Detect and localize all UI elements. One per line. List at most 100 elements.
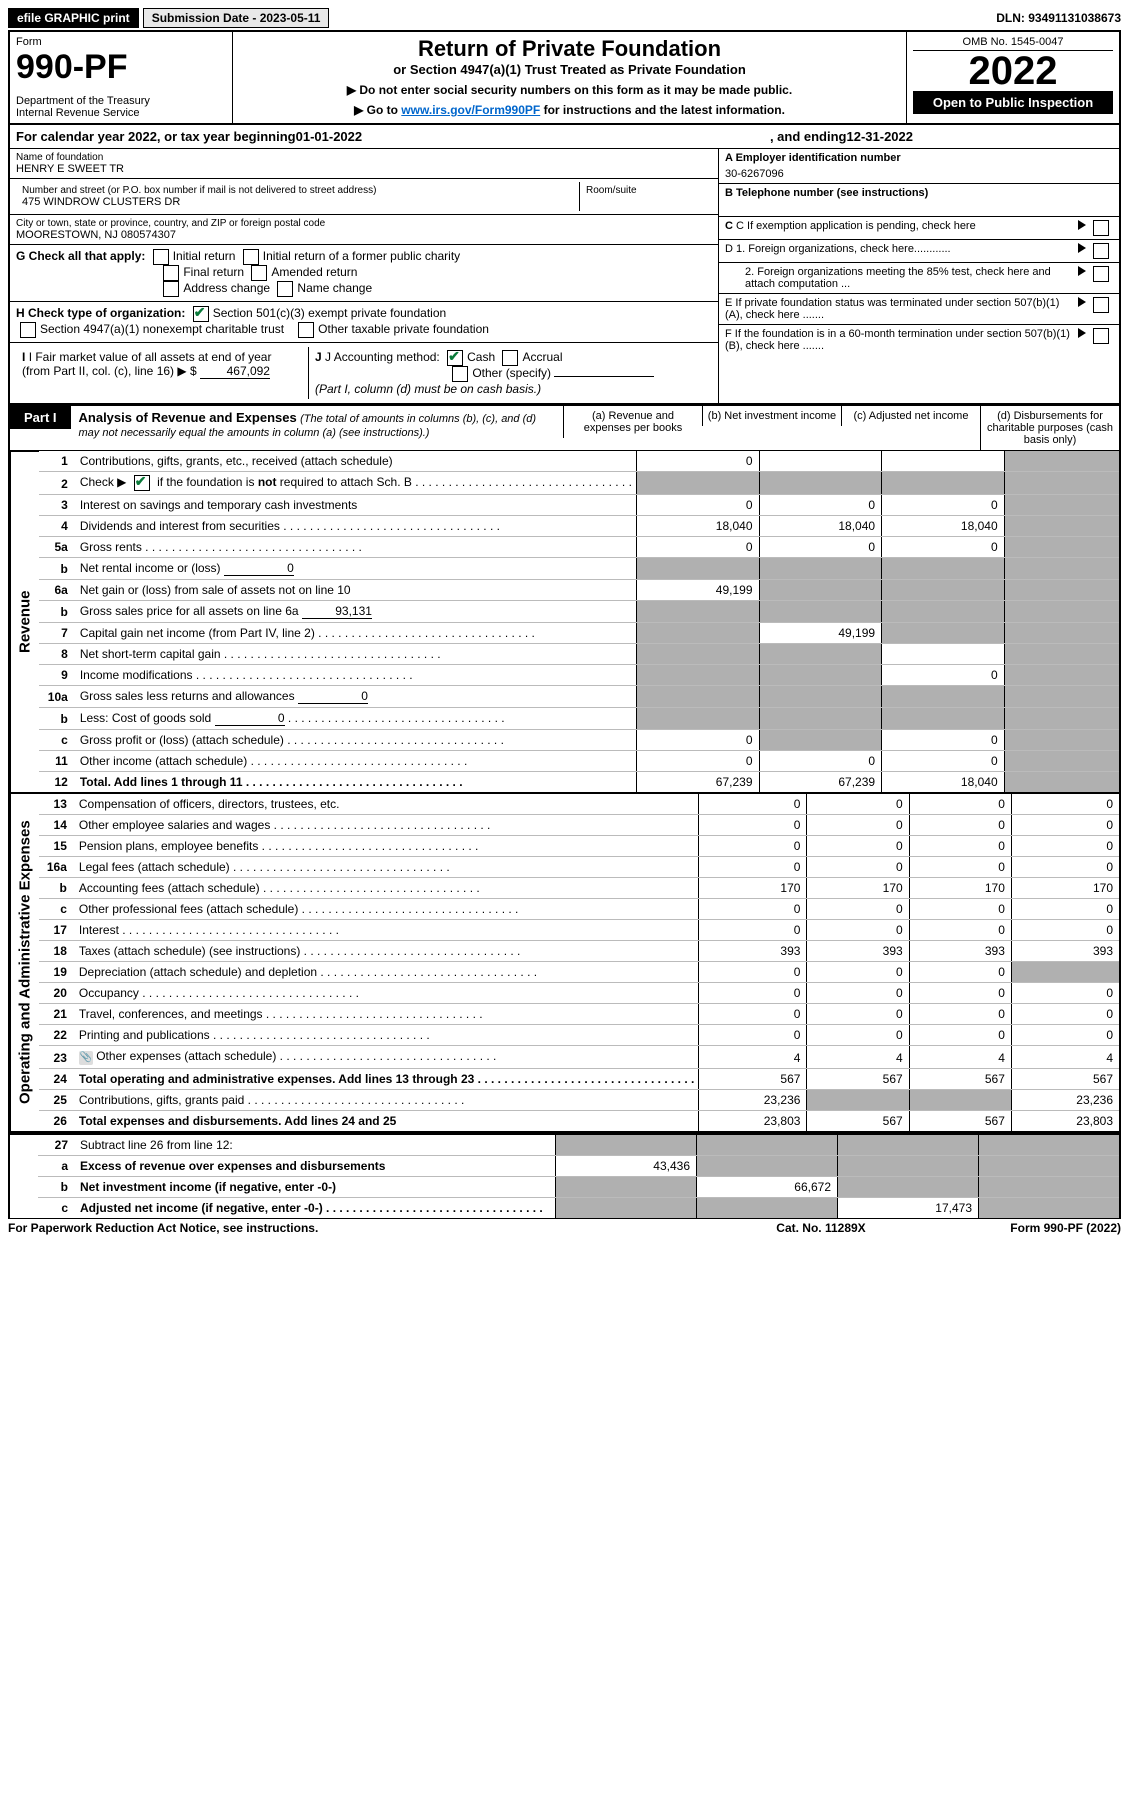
cell-b xyxy=(697,1135,838,1156)
line-desc: Net short-term capital gain xyxy=(76,644,637,665)
table-row: 22Printing and publications0000 xyxy=(39,1025,1119,1046)
line-number: 6a xyxy=(39,580,76,601)
table-row: 4Dividends and interest from securities1… xyxy=(39,516,1119,537)
checkbox-4947[interactable] xyxy=(20,322,36,338)
cell-d xyxy=(1004,708,1119,730)
revenue-side-label: Revenue xyxy=(10,451,39,792)
line-number: 7 xyxy=(39,623,76,644)
cell-a: 0 xyxy=(699,1004,807,1025)
attachment-icon[interactable]: 📎 xyxy=(79,1051,93,1065)
checkbox-amended-return[interactable] xyxy=(251,265,267,281)
table-row: 12Total. Add lines 1 through 1167,23967,… xyxy=(39,772,1119,793)
line-number: 13 xyxy=(39,794,75,815)
cell-c xyxy=(838,1156,979,1177)
line-desc: Legal fees (attach schedule) xyxy=(75,857,699,878)
j-note: (Part I, column (d) must be on cash basi… xyxy=(315,382,541,396)
line-desc: Total. Add lines 1 through 11 xyxy=(76,772,637,793)
line-number: 27 xyxy=(38,1135,76,1156)
cell-c: 0 xyxy=(909,1025,1011,1046)
cell-c: 567 xyxy=(909,1111,1011,1132)
checkbox-initial-former[interactable] xyxy=(243,249,259,265)
checkbox-initial-return[interactable] xyxy=(153,249,169,265)
cell-a: 0 xyxy=(636,451,759,472)
line-desc: Depreciation (attach schedule) and deple… xyxy=(75,962,699,983)
irs-link[interactable]: www.irs.gov/Form990PF xyxy=(401,103,540,117)
dln-label: DLN: 93491131038673 xyxy=(996,11,1121,25)
line-number: 3 xyxy=(39,495,76,516)
table-row: 16aLegal fees (attach schedule)0000 xyxy=(39,857,1119,878)
bottom-table: 27Subtract line 26 from line 12:aExcess … xyxy=(38,1135,1119,1218)
d1-row: D 1. Foreign organizations, check here..… xyxy=(719,240,1119,263)
footer-left: For Paperwork Reduction Act Notice, see … xyxy=(8,1221,721,1235)
opt-address: Address change xyxy=(183,281,270,295)
table-row: 20Occupancy0000 xyxy=(39,983,1119,1004)
checkbox-e[interactable] xyxy=(1093,297,1109,313)
cell-a: 0 xyxy=(699,899,807,920)
header-left: Form 990-PF Department of the Treasury I… xyxy=(10,32,233,123)
cell-d xyxy=(1004,558,1119,580)
checkbox-other-method[interactable] xyxy=(452,366,468,382)
cell-a xyxy=(636,623,759,644)
cell-d: 0 xyxy=(1011,815,1119,836)
line-desc: Less: Cost of goods sold 0 xyxy=(76,708,637,730)
cell-d xyxy=(1004,772,1119,793)
cell-d: 23,803 xyxy=(1011,1111,1119,1132)
footer-right: Form 990-PF (2022) xyxy=(921,1221,1121,1235)
line-desc: Printing and publications xyxy=(75,1025,699,1046)
cell-b xyxy=(697,1198,838,1219)
opt-final: Final return xyxy=(183,265,244,279)
table-row: 14Other employee salaries and wages0000 xyxy=(39,815,1119,836)
checkbox-other-taxable[interactable] xyxy=(298,322,314,338)
cell-a: 0 xyxy=(699,836,807,857)
cell-c xyxy=(882,558,1005,580)
line-number: 18 xyxy=(39,941,75,962)
i-value: 467,092 xyxy=(200,364,270,379)
inline-value: 93,131 xyxy=(302,604,372,619)
cell-d: 4 xyxy=(1011,1046,1119,1069)
f-label: F If the foundation is in a 60-month ter… xyxy=(725,328,1070,352)
line-desc: Compensation of officers, directors, tru… xyxy=(75,794,699,815)
checkbox-accrual[interactable] xyxy=(502,350,518,366)
cell-d xyxy=(979,1177,1120,1198)
line-number: b xyxy=(38,1177,76,1198)
checkbox-final-return[interactable] xyxy=(163,265,179,281)
tax-year: 2022 xyxy=(913,51,1113,91)
cell-a: 0 xyxy=(699,1025,807,1046)
checkbox-name-change[interactable] xyxy=(277,281,293,297)
line-number: 2 xyxy=(39,472,76,495)
table-row: 11Other income (attach schedule)000 xyxy=(39,751,1119,772)
cell-a: 0 xyxy=(636,730,759,751)
cell-c: 17,473 xyxy=(838,1198,979,1219)
line-number: 5a xyxy=(39,537,76,558)
cell-a: 18,040 xyxy=(636,516,759,537)
cell-a xyxy=(636,665,759,686)
checkbox-d2[interactable] xyxy=(1093,266,1109,282)
line-desc: Contributions, gifts, grants paid xyxy=(75,1090,699,1111)
line-number: c xyxy=(38,1198,76,1219)
table-row: 27Subtract line 26 from line 12: xyxy=(38,1135,1119,1156)
i-j-row: I I Fair market value of all assets at e… xyxy=(10,343,718,403)
checkbox-f[interactable] xyxy=(1093,328,1109,344)
checkbox-d1[interactable] xyxy=(1093,243,1109,259)
cell-a: 393 xyxy=(699,941,807,962)
cell-d: 0 xyxy=(1011,920,1119,941)
cell-b xyxy=(759,730,882,751)
cell-a xyxy=(556,1198,697,1219)
table-row: 24Total operating and administrative exp… xyxy=(39,1069,1119,1090)
efile-button[interactable]: efile GRAPHIC print xyxy=(8,8,139,28)
line-number: 23 xyxy=(39,1046,75,1069)
cell-a: 4 xyxy=(699,1046,807,1069)
checkbox-501c3[interactable] xyxy=(193,306,209,322)
checkbox-c[interactable] xyxy=(1093,220,1109,236)
table-row: 25Contributions, gifts, grants paid23,23… xyxy=(39,1090,1119,1111)
table-row: 5aGross rents000 xyxy=(39,537,1119,558)
cell-c: 0 xyxy=(909,836,1011,857)
checkbox-address-change[interactable] xyxy=(163,281,179,297)
checkbox-schb[interactable] xyxy=(134,475,150,491)
checkbox-cash[interactable] xyxy=(447,350,463,366)
ein-value: 30-6267096 xyxy=(725,168,1113,180)
cell-a xyxy=(636,644,759,665)
line-desc: Other employee salaries and wages xyxy=(75,815,699,836)
opt-initial: Initial return xyxy=(173,249,236,263)
arrow-icon xyxy=(1078,266,1086,276)
